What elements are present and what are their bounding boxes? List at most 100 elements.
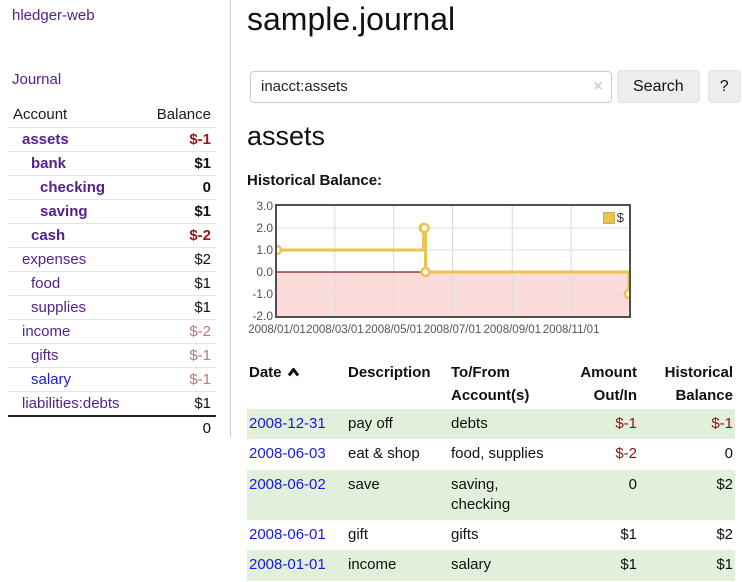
account-link[interactable]: income (22, 323, 71, 340)
account-row: supplies $1 (8, 295, 216, 319)
x-axis-label: 2008/07/01 (423, 324, 482, 336)
account-balance: $1 (194, 155, 211, 172)
account-balance: $-1 (189, 131, 211, 148)
account-link[interactable]: assets (22, 131, 69, 148)
app-title-link[interactable]: hledger-web (12, 7, 95, 24)
accounts-table: Account Balance assets $-1 bank $1 checking 0… (8, 102, 216, 440)
transaction-row: 2008-01-01 income salary $1 $1 (247, 550, 735, 581)
search-input[interactable] (250, 70, 612, 103)
account-heading: assets (247, 121, 326, 151)
chart-svg (277, 206, 629, 316)
header-accounts: To/From Account(s) (451, 364, 530, 404)
transaction-description: eat & shop (348, 445, 420, 463)
account-link[interactable]: expenses (22, 251, 87, 268)
account-link[interactable]: saving (40, 203, 88, 220)
transaction-balance: $1 (716, 556, 733, 574)
account-row: salary $-1 (8, 367, 216, 391)
help-button[interactable]: ? (707, 70, 741, 103)
account-row: food $1 (8, 271, 216, 295)
transaction-balance: $2 (716, 475, 733, 493)
account-row: checking 0 (8, 175, 216, 199)
x-axis-label: 2008/05/01 (364, 324, 423, 336)
transaction-balance: $2 (716, 526, 733, 543)
account-link[interactable]: liabilities:debts (22, 395, 120, 412)
y-axis-label: 1.0 (256, 243, 273, 257)
account-balance: $1 (194, 299, 211, 316)
account-balance: $1 (194, 203, 211, 220)
search-button[interactable]: Search (617, 70, 700, 103)
y-axis-label: -2.0 (252, 309, 273, 323)
transaction-date-link[interactable]: 2008-06-03 (249, 445, 326, 463)
account-link[interactable]: checking (40, 179, 106, 196)
transaction-date-link[interactable]: 2008-01-01 (249, 556, 326, 574)
account-link[interactable]: cash (31, 227, 66, 244)
accounts-rows: assets $-1 bank $1 checking 0 saving $1 cash $-2 e… (8, 127, 216, 415)
search-form: × Search ? (250, 70, 741, 103)
accounts-total-value: 0 (202, 420, 211, 437)
legend-swatch-icon (602, 211, 615, 224)
balance-chart: $ 3.0 2.0 1.0 0.0 -1.0 -2.0 2008/01/01 2008/03/… (247, 198, 735, 340)
transaction-row: 2008-12-31 pay off debts $-1 $-1 (247, 409, 735, 440)
transaction-description: gift (348, 526, 369, 543)
transaction-date-cell: 2008-06-02 (247, 470, 346, 521)
y-axis-label: 0.0 (256, 265, 273, 279)
header-balance: Historical Balance (664, 364, 733, 404)
account-balance: $-1 (189, 347, 211, 364)
clear-search-icon[interactable]: × (593, 77, 603, 95)
transaction-row: 2008-06-02 save saving, checking 0 $2 (247, 469, 735, 521)
header-date[interactable]: Date (247, 360, 346, 409)
account-link[interactable]: salary (31, 371, 72, 388)
sidebar-item-journal[interactable]: Journal (12, 71, 62, 88)
chevron-up-icon[interactable] (287, 367, 300, 377)
account-row: cash $-2 (8, 223, 216, 247)
account-row: expenses $2 (8, 247, 216, 271)
transaction-accounts: debts (451, 415, 488, 432)
transaction-description: income (348, 556, 397, 574)
transactions-table-header: Date Description To/From Account(s) Amou… (247, 360, 735, 409)
transaction-date-link[interactable]: 2008-06-02 (249, 475, 326, 493)
page-title: sample.journal (247, 1, 456, 37)
transaction-amount: $1 (620, 556, 637, 574)
transaction-date-link[interactable]: 2008-06-01 (249, 526, 326, 543)
transaction-amount: $1 (620, 526, 637, 543)
transaction-accounts: saving, checking (451, 475, 511, 513)
account-link[interactable]: gifts (31, 347, 59, 364)
transaction-amount: $-1 (615, 415, 637, 432)
account-balance: $1 (194, 395, 211, 412)
transaction-date-cell: 2008-12-31 (247, 409, 346, 439)
account-row: bank $1 (8, 151, 216, 175)
account-row: saving $1 (8, 199, 216, 223)
transaction-amount: 0 (628, 475, 637, 493)
accounts-header-balance: Balance (156, 106, 211, 123)
legend-label: $ (616, 210, 624, 225)
transaction-date-link[interactable]: 2008-12-31 (249, 415, 326, 432)
header-description: Description (348, 364, 431, 381)
account-link[interactable]: bank (31, 155, 67, 172)
transaction-accounts: gifts (451, 526, 479, 543)
search-box: × (250, 70, 612, 103)
transactions-rows: 2008-12-31 pay off debts $-1 $-1 2008-06-03 ea… (247, 409, 735, 581)
account-balance: $2 (194, 251, 211, 268)
x-axis-label: 2008/01/01 (248, 324, 306, 336)
chart-legend: $ (602, 210, 624, 225)
transaction-row: 2008-06-03 eat & shop food, supplies $-2 0 (247, 439, 735, 469)
y-axis-label: -1.0 (252, 287, 273, 301)
accounts-table-header: Account Balance (8, 102, 216, 127)
chart-title: Historical Balance: (247, 172, 383, 189)
header-date-label: Date (249, 364, 282, 381)
chart-plot-area: $ (275, 204, 631, 318)
account-balance: 0 (202, 179, 211, 196)
transaction-balance: 0 (724, 445, 733, 463)
account-balance: $1 (194, 275, 211, 292)
transactions-table: Date Description To/From Account(s) Amou… (247, 360, 735, 581)
transaction-amount: $-2 (615, 445, 637, 463)
account-link[interactable]: supplies (31, 299, 87, 316)
transaction-description: pay off (348, 415, 393, 432)
accounts-total-row: 0 (8, 415, 216, 440)
transaction-date-cell: 2008-01-01 (247, 550, 346, 580)
x-axis-label: 2008/03/01 (306, 324, 364, 336)
account-balance: $-2 (189, 323, 211, 340)
account-row: gifts $-1 (8, 343, 216, 367)
account-link[interactable]: food (31, 275, 61, 292)
header-amount: Amount Out/In (580, 364, 637, 404)
